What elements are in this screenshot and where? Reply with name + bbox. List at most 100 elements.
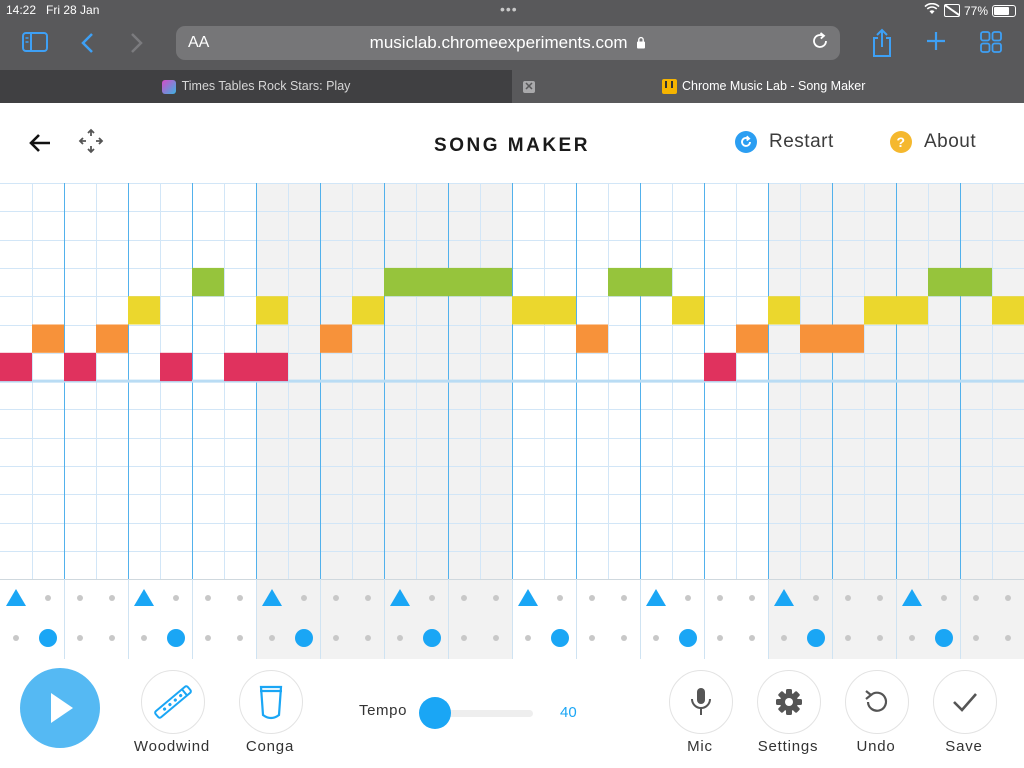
rhythm-dot[interactable] [365, 595, 371, 601]
note-cell[interactable] [704, 352, 736, 382]
rhythm-dot[interactable] [365, 635, 371, 641]
rhythm-triangle[interactable] [646, 589, 666, 606]
rhythm-circle[interactable] [295, 629, 313, 647]
tempo-slider[interactable] [425, 710, 533, 717]
rhythm-dot[interactable] [589, 635, 595, 641]
rhythm-circle[interactable] [807, 629, 825, 647]
note-cell[interactable] [832, 324, 864, 353]
rhythm-dot[interactable] [621, 635, 627, 641]
rhythm-grid[interactable] [0, 579, 1024, 659]
rhythm-dot[interactable] [845, 635, 851, 641]
undo-button[interactable] [845, 670, 909, 734]
rhythm-dot[interactable] [77, 635, 83, 641]
note-cell[interactable] [864, 296, 896, 325]
rhythm-dot[interactable] [525, 635, 531, 641]
note-cell[interactable] [32, 324, 64, 353]
rhythm-dot[interactable] [653, 635, 659, 641]
rhythm-dot[interactable] [77, 595, 83, 601]
note-cell[interactable] [256, 296, 288, 325]
text-size-button[interactable]: AA [188, 34, 210, 51]
rhythm-dot[interactable] [237, 595, 243, 601]
instrument-button[interactable] [141, 670, 205, 734]
note-cell[interactable] [896, 296, 928, 325]
rhythm-dot[interactable] [813, 595, 819, 601]
rhythm-dot[interactable] [493, 635, 499, 641]
tab-close-icon[interactable]: ✕ [523, 81, 535, 93]
rhythm-dot[interactable] [877, 595, 883, 601]
rhythm-dot[interactable] [461, 595, 467, 601]
rhythm-dot[interactable] [237, 635, 243, 641]
address-bar[interactable]: AA musiclab.chromeexperiments.com [176, 26, 840, 60]
note-cell[interactable] [224, 352, 256, 382]
rhythm-circle[interactable] [679, 629, 697, 647]
rhythm-dot[interactable] [13, 635, 19, 641]
note-cell[interactable] [64, 352, 96, 382]
rhythm-triangle[interactable] [134, 589, 154, 606]
note-cell[interactable] [512, 296, 544, 325]
rhythm-dot[interactable] [877, 635, 883, 641]
note-cell[interactable] [576, 324, 608, 353]
note-cell[interactable] [352, 296, 384, 325]
rhythm-circle[interactable] [935, 629, 953, 647]
note-cell[interactable] [480, 267, 512, 297]
rhythm-dot[interactable] [845, 595, 851, 601]
note-cell[interactable] [0, 352, 32, 382]
rhythm-dot[interactable] [205, 595, 211, 601]
sidebar-icon[interactable] [22, 32, 48, 57]
rhythm-dot[interactable] [973, 635, 979, 641]
note-cell[interactable] [192, 267, 224, 297]
rhythm-dot[interactable] [909, 635, 915, 641]
note-cell[interactable] [544, 296, 576, 325]
rhythm-dot[interactable] [269, 635, 275, 641]
rhythm-dot[interactable] [685, 595, 691, 601]
rhythm-triangle[interactable] [774, 589, 794, 606]
rhythm-dot[interactable] [1005, 635, 1011, 641]
back-icon[interactable] [80, 32, 94, 59]
rhythm-circle[interactable] [167, 629, 185, 647]
rhythm-dot[interactable] [173, 595, 179, 601]
rhythm-dot[interactable] [205, 635, 211, 641]
rhythm-dot[interactable] [717, 595, 723, 601]
share-icon[interactable] [870, 28, 894, 63]
multitasking-dots-icon[interactable]: ••• [500, 1, 518, 17]
note-cell[interactable] [672, 296, 704, 325]
melody-grid[interactable] [0, 183, 1024, 579]
note-cell[interactable] [384, 267, 416, 297]
note-cell[interactable] [608, 267, 640, 297]
note-cell[interactable] [928, 267, 960, 297]
rhythm-dot[interactable] [45, 595, 51, 601]
rhythm-dot[interactable] [749, 635, 755, 641]
rhythm-triangle[interactable] [262, 589, 282, 606]
rhythm-dot[interactable] [493, 595, 499, 601]
rhythm-dot[interactable] [621, 595, 627, 601]
note-cell[interactable] [416, 267, 448, 297]
about-button[interactable]: ? About [890, 131, 976, 153]
tab-song-maker[interactable]: ✕ Chrome Music Lab - Song Maker [512, 70, 1024, 103]
percussion-button[interactable] [239, 670, 303, 734]
forward-icon[interactable] [130, 32, 144, 59]
rhythm-dot[interactable] [301, 595, 307, 601]
rhythm-circle[interactable] [39, 629, 57, 647]
restart-button[interactable]: Restart [735, 131, 834, 153]
rhythm-triangle[interactable] [6, 589, 26, 606]
rhythm-dot[interactable] [717, 635, 723, 641]
rhythm-dot[interactable] [557, 595, 563, 601]
note-cell[interactable] [992, 296, 1024, 325]
rhythm-triangle[interactable] [518, 589, 538, 606]
tab-overview-icon[interactable] [980, 31, 1002, 58]
rhythm-dot[interactable] [749, 595, 755, 601]
rhythm-dot[interactable] [141, 635, 147, 641]
rhythm-dot[interactable] [941, 595, 947, 601]
rhythm-dot[interactable] [109, 635, 115, 641]
new-tab-icon[interactable] [925, 30, 947, 57]
note-cell[interactable] [96, 324, 128, 353]
rhythm-dot[interactable] [397, 635, 403, 641]
rhythm-circle[interactable] [551, 629, 569, 647]
note-cell[interactable] [256, 352, 288, 382]
rhythm-triangle[interactable] [902, 589, 922, 606]
note-cell[interactable] [640, 267, 672, 297]
reload-icon[interactable] [810, 31, 830, 57]
mic-button[interactable] [669, 670, 733, 734]
note-cell[interactable] [448, 267, 480, 297]
note-cell[interactable] [736, 324, 768, 353]
